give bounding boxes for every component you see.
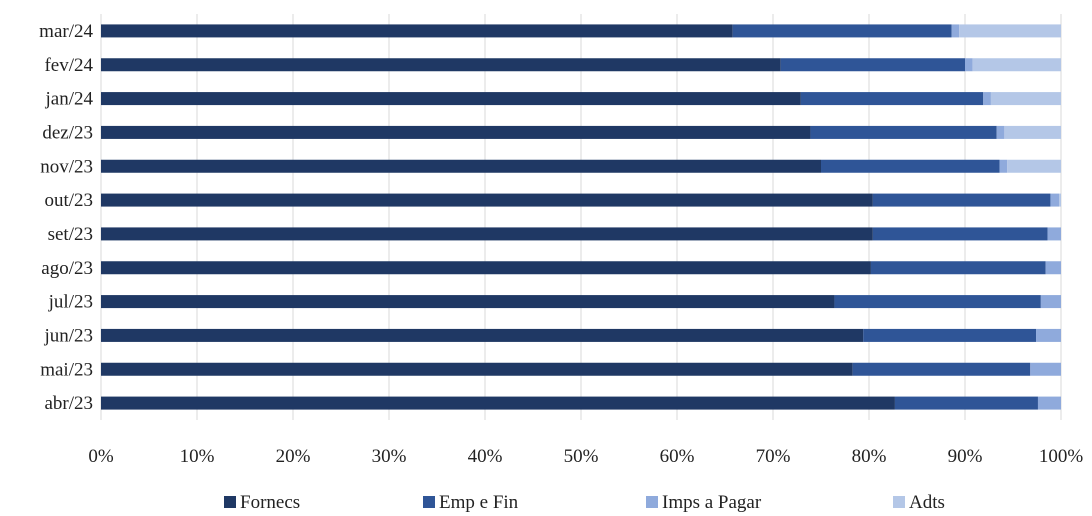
x-tick-label: 50% [564, 446, 599, 467]
bar-segment [810, 125, 997, 139]
legend-label: Fornecs [240, 492, 300, 513]
bar-segment [101, 261, 871, 275]
bar-segment [101, 24, 733, 38]
bar-segment [1030, 362, 1061, 376]
x-tick-label: 30% [372, 446, 407, 467]
x-tick-label: 60% [660, 446, 695, 467]
category-label: mai/23 [40, 359, 93, 380]
category-label: dez/23 [42, 122, 93, 143]
bar-segment [1040, 295, 1061, 309]
category-label: abr/23 [44, 393, 93, 414]
bar-segment [1007, 159, 1061, 173]
bar-segment [101, 92, 801, 106]
x-tick-label: 0% [88, 446, 114, 467]
bar-segment [101, 328, 864, 342]
bar-segment [101, 58, 781, 72]
category-label: fev/24 [44, 55, 93, 76]
bar-segment [834, 295, 1041, 309]
bar-segment [101, 193, 873, 207]
category-label: nov/23 [40, 156, 93, 177]
x-tick-label: 80% [852, 446, 887, 467]
bar-segment [1059, 193, 1061, 207]
category-label: set/23 [48, 224, 93, 245]
bar-segment [999, 159, 1008, 173]
bar-segment [821, 159, 1000, 173]
x-tick-label: 10% [180, 446, 215, 467]
legend-label: Imps a Pagar [662, 492, 762, 513]
bar-segment [101, 227, 873, 241]
category-label: mar/24 [39, 21, 93, 42]
legend-label: Emp e Fin [439, 492, 519, 513]
x-tick-label: 70% [756, 446, 791, 467]
x-tick-label: 90% [948, 446, 983, 467]
bar-segment [863, 328, 1037, 342]
category-label: ago/23 [41, 258, 93, 279]
bar-segment [732, 24, 952, 38]
bar-segment [872, 193, 1051, 207]
x-tick-label: 100% [1039, 446, 1084, 467]
bar-segment [852, 362, 1031, 376]
bar-segment [800, 92, 984, 106]
bar-segment [101, 125, 811, 139]
bar-segment [983, 92, 991, 106]
gridlines [100, 14, 1062, 420]
category-label: jul/23 [48, 292, 93, 313]
category-label: jun/23 [43, 325, 93, 346]
legend-label: Adts [909, 492, 945, 513]
bar-segment [101, 362, 853, 376]
bars [101, 24, 1061, 410]
bar-segment [780, 58, 965, 72]
bar-segment [101, 396, 895, 410]
bar-segment [996, 125, 1005, 139]
bar-segment [1004, 125, 1061, 139]
x-tick-labels: 0% 10% 20% 30% 40% 50% 60% 70% 80% 90% 100% [88, 446, 1083, 467]
bar-segment [1045, 261, 1061, 275]
category-label: jan/24 [45, 89, 94, 110]
legend: Fornecs Emp e Fin Imps a Pagar Adts [224, 492, 945, 513]
legend-swatch [224, 496, 236, 508]
legend-swatch [893, 496, 905, 508]
legend-swatch [423, 496, 435, 508]
bar-segment [870, 261, 1046, 275]
bar-segment [1047, 227, 1061, 241]
bar-segment [1037, 396, 1061, 410]
bar-segment [872, 227, 1048, 241]
x-tick-label: 20% [276, 446, 311, 467]
bar-segment [894, 396, 1038, 410]
bar-segment [1036, 328, 1061, 342]
legend-swatch [646, 496, 658, 508]
bar-segment [959, 24, 1061, 38]
category-labels: mar/24 fev/24 jan/24 dez/23 nov/23 out/23 set/… [39, 21, 93, 414]
bar-segment [101, 295, 835, 309]
bar-segment [990, 92, 1061, 106]
bar-segment [972, 58, 1061, 72]
bar-segment [101, 159, 821, 173]
bar-segment [965, 58, 973, 72]
bar-segment [1050, 193, 1060, 207]
category-label: out/23 [44, 190, 93, 211]
x-tick-label: 40% [468, 446, 503, 467]
bar-segment [951, 24, 960, 38]
